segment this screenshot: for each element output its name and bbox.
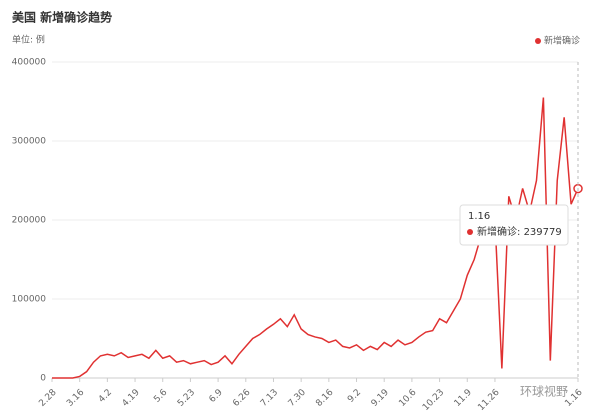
y-tick-label: 100000: [12, 295, 47, 305]
tooltip-series: 新增确诊: [477, 225, 517, 238]
y-tick-label: 300000: [12, 137, 47, 147]
tooltip-title: 1.16: [468, 211, 490, 222]
legend: 新增确诊: [535, 35, 580, 47]
tooltip-value: 239779: [524, 227, 562, 238]
legend-label: 新增确诊: [544, 35, 580, 47]
tooltip: 1.16 新增确诊: 239779: [459, 204, 569, 246]
y-tick-label: 0: [40, 374, 46, 384]
tooltip-separator: :: [517, 227, 524, 238]
tooltip-box: [459, 204, 569, 246]
tooltip-marker: [467, 229, 473, 235]
chart-title: 美国 新增确诊趋势: [12, 10, 112, 25]
legend-marker: [535, 38, 541, 44]
y-tick-label: 400000: [12, 58, 47, 68]
y-tick-label: 200000: [12, 216, 47, 226]
unit-label: 单位: 例: [12, 34, 45, 46]
tooltip-text: 新增确诊: 239779: [477, 225, 562, 238]
watermark: 环球视野: [520, 384, 568, 399]
